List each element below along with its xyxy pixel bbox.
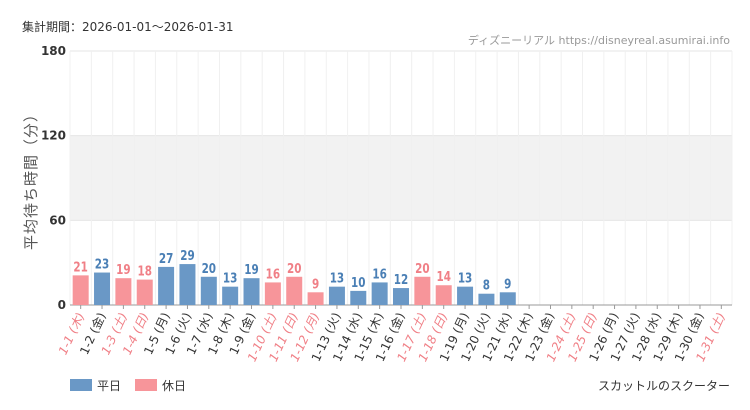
bar xyxy=(286,276,303,305)
bar xyxy=(435,285,452,305)
bar xyxy=(72,275,89,305)
bar xyxy=(414,276,431,305)
bar xyxy=(243,278,260,305)
data-label: 20 xyxy=(202,261,216,276)
data-label: 20 xyxy=(287,261,301,276)
data-label: 13 xyxy=(223,271,237,286)
data-label: 14 xyxy=(436,269,450,284)
legend-label-weekday: 平日 xyxy=(97,379,121,393)
x-tick-labels: 1-1 (木)1-2 (金)1-3 (土)1-4 (日)1-5 (月)1-6 (… xyxy=(56,305,728,364)
data-label: 20 xyxy=(415,261,429,276)
period-label: 集計期間：2026-01-01〜2026-01-31 xyxy=(22,19,233,34)
data-label: 29 xyxy=(180,248,194,263)
bar xyxy=(115,278,132,305)
gridlines xyxy=(69,50,733,305)
credit-text: ディズニーリアル https://disneyreal.asumirai.inf… xyxy=(468,33,730,47)
y-axis-label: 平均待ち時間（分） xyxy=(22,106,40,250)
bars xyxy=(72,264,516,305)
y-tick-label: 0 xyxy=(58,298,66,312)
bar xyxy=(94,272,111,305)
data-label: 9 xyxy=(504,276,511,291)
data-label: 19 xyxy=(116,262,130,277)
data-label: 8 xyxy=(483,278,490,293)
data-label: 16 xyxy=(266,266,280,281)
bar xyxy=(328,286,345,305)
data-label: 12 xyxy=(394,272,408,287)
bar xyxy=(158,266,175,305)
shaded-band xyxy=(70,135,732,221)
footer-caption: スカットルのスクーター xyxy=(598,379,730,393)
bar xyxy=(307,292,324,305)
bar xyxy=(136,279,153,305)
data-label: 27 xyxy=(159,251,173,266)
bar xyxy=(200,276,217,305)
data-label: 18 xyxy=(138,263,152,278)
y-tick-label: 60 xyxy=(49,213,66,227)
bar xyxy=(350,290,367,305)
bar xyxy=(179,264,196,305)
bar xyxy=(222,286,239,305)
y-tick-label: 120 xyxy=(41,129,66,143)
bar xyxy=(457,286,474,305)
data-label: 9 xyxy=(312,276,319,291)
bar xyxy=(499,292,516,305)
bar xyxy=(393,288,409,305)
data-label: 21 xyxy=(73,259,87,274)
legend-swatch-weekday xyxy=(70,379,92,391)
data-label: 19 xyxy=(244,262,258,277)
data-label: 13 xyxy=(458,271,472,286)
bar xyxy=(478,293,495,305)
bar xyxy=(264,282,281,305)
data-label: 13 xyxy=(330,271,344,286)
data-label: 16 xyxy=(372,266,386,281)
plot-area: 0 60 120 180 21 23 19 18 27 29 20 13 19 16 20 9 13 10 16 1… xyxy=(41,44,733,364)
legend: 平日 休日 xyxy=(70,379,186,393)
data-label: 23 xyxy=(95,256,109,271)
y-tick-labels: 0 60 120 180 xyxy=(41,44,66,312)
legend-label-holiday: 休日 xyxy=(162,379,186,393)
bar xyxy=(371,282,388,305)
legend-swatch-holiday xyxy=(135,379,157,391)
y-tick-label: 180 xyxy=(41,44,66,58)
data-label: 10 xyxy=(351,275,365,290)
